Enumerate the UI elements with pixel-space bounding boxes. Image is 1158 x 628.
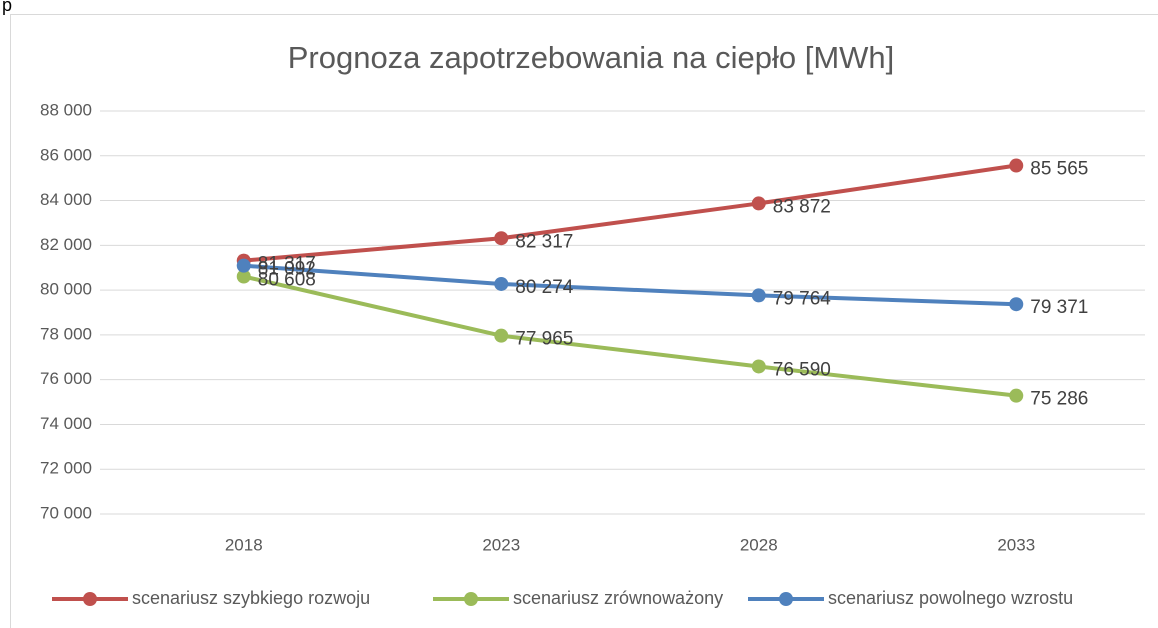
data-label: 79 764 — [773, 288, 832, 309]
point-marker — [236, 269, 251, 284]
point-marker — [751, 196, 766, 211]
point-marker — [751, 288, 766, 303]
point-marker — [494, 276, 509, 291]
data-label: 83 872 — [773, 196, 831, 217]
y-tick-label: 80 000 — [40, 280, 92, 299]
series-line — [243, 263, 1017, 307]
y-tick-label: 88 000 — [40, 100, 92, 119]
series-line — [243, 274, 1017, 398]
legend-marker — [83, 592, 97, 606]
point-marker — [494, 328, 509, 343]
y-tick-label: 72 000 — [40, 459, 92, 478]
y-tick-label: 74 000 — [40, 414, 92, 433]
page-fragment: p — [2, 0, 12, 15]
data-label: 82 317 — [515, 231, 573, 252]
data-label: 80 274 — [515, 277, 574, 298]
data-label: 79 371 — [1030, 297, 1088, 318]
point-marker — [1009, 158, 1024, 173]
y-tick-label: 86 000 — [40, 145, 92, 164]
x-tick-label: 2023 — [482, 535, 520, 554]
point-marker — [751, 359, 766, 374]
data-label: 81 317 — [258, 254, 316, 275]
data-label: 77 965 — [515, 329, 573, 350]
y-tick-label: 78 000 — [40, 324, 92, 343]
point-marker — [1009, 297, 1024, 312]
data-label: 85 565 — [1030, 159, 1088, 180]
point-marker — [1009, 388, 1024, 403]
point-marker — [236, 258, 251, 273]
data-label: 80 608 — [258, 270, 316, 291]
data-label: 76 590 — [773, 359, 831, 380]
y-tick-label: 70 000 — [40, 503, 92, 522]
x-tick-label: 2018 — [225, 535, 263, 554]
legend-label: scenariusz powolnego wzrostu — [828, 588, 1073, 608]
y-tick-label: 82 000 — [40, 235, 92, 254]
y-tick-label: 76 000 — [40, 369, 92, 388]
series-line — [243, 163, 1017, 263]
x-tick-label: 2033 — [997, 535, 1035, 554]
y-tick-label: 84 000 — [40, 190, 92, 209]
legend-label: scenariusz szybkiego rozwoju — [132, 588, 370, 608]
chart-title: Prognoza zapotrzebowania na ciepło [MWh] — [288, 40, 895, 75]
chart-border — [10, 14, 1158, 628]
point-marker — [494, 231, 509, 246]
data-label: 81 092 — [258, 259, 316, 280]
legend-label: scenariusz zrównoważony — [513, 588, 723, 608]
x-tick-label: 2028 — [740, 535, 778, 554]
legend-marker — [464, 592, 478, 606]
legend-marker — [779, 592, 793, 606]
data-label: 75 286 — [1030, 389, 1088, 410]
